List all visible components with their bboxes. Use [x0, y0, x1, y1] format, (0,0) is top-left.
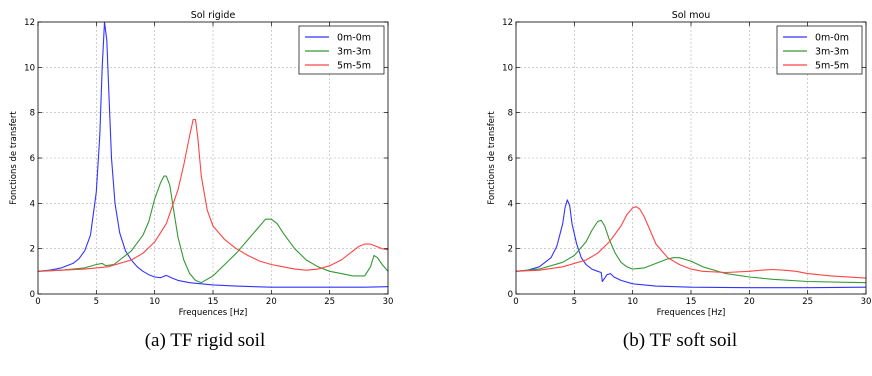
x-tick-label: 25 — [802, 297, 813, 307]
y-tick-label: 4 — [30, 199, 35, 209]
legend: 0m-0m 3m-3m 5m-5m — [776, 25, 863, 75]
y-tick-label: 2 — [30, 245, 35, 255]
x-tick-label: 30 — [861, 297, 872, 307]
x-axis-label: Frequences [Hz] — [657, 308, 726, 318]
legend-entry: 5m-5m — [815, 61, 849, 72]
y-tick-label: 12 — [24, 18, 35, 28]
panel-rigid-soil: 0 5 10 15 20 25 30 0 2 4 6 8 10 12 Sol rigide Frequence… — [9, 10, 393, 318]
series-line-0m-0m — [516, 199, 866, 289]
y-axis-label: Fonctions de transfert — [487, 111, 497, 205]
y-tick-label: 12 — [502, 18, 513, 28]
legend-entry: 5m-5m — [337, 61, 371, 72]
series-line-5m-5m — [38, 118, 388, 272]
legend-entry: 0m-0m — [337, 33, 371, 44]
y-tick-label: 2 — [508, 245, 513, 255]
chart-title: Sol mou — [672, 10, 711, 21]
x-tick-label: 25 — [324, 297, 335, 307]
caption-b: (b) TF soft soil — [622, 330, 738, 351]
x-tick-label: 30 — [383, 297, 394, 307]
x-tick-label: 10 — [627, 297, 638, 307]
legend: 0m-0m 3m-3m 5m-5m — [298, 25, 385, 75]
y-tick-label: 8 — [30, 109, 35, 119]
x-tick-label: 20 — [744, 297, 755, 307]
y-tick-label: 0 — [508, 290, 513, 300]
legend-entry: 0m-0m — [815, 33, 849, 44]
y-tick-label: 0 — [30, 290, 35, 300]
x-tick-label: 15 — [686, 297, 697, 307]
series-line-5m-5m — [516, 206, 866, 279]
x-tick-label: 10 — [149, 297, 160, 307]
chart-title: Sol rigide — [191, 10, 236, 21]
y-tick-label: 6 — [508, 154, 513, 164]
x-tick-label: 0 — [513, 297, 518, 307]
x-tick-label: 20 — [266, 297, 277, 307]
x-tick-label: 5 — [572, 297, 577, 307]
legend-box — [298, 25, 385, 75]
y-tick-label: 6 — [30, 154, 35, 164]
y-axis-label: Fonctions de transfert — [9, 111, 19, 205]
y-tick-label: 8 — [508, 109, 513, 119]
y-tick-label: 4 — [508, 199, 513, 209]
x-tick-label: 5 — [94, 297, 99, 307]
caption-a: (a) TF rigid soil — [144, 330, 266, 351]
series-group — [516, 199, 866, 289]
x-tick-label: 15 — [208, 297, 219, 307]
panel-soft-soil: 0 5 10 15 20 25 30 0 2 4 6 8 10 12 Sol mou Frequences [… — [487, 10, 871, 318]
x-axis-label: Frequences [Hz] — [179, 308, 248, 318]
legend-entry: 3m-3m — [337, 47, 371, 58]
x-tick-label: 0 — [35, 297, 40, 307]
series-group — [38, 22, 388, 288]
y-tick-label: 10 — [502, 63, 513, 73]
legend-box — [776, 25, 863, 75]
series-line-3m-3m — [38, 175, 388, 284]
legend-entry: 3m-3m — [815, 47, 849, 58]
y-tick-label: 10 — [24, 63, 35, 73]
